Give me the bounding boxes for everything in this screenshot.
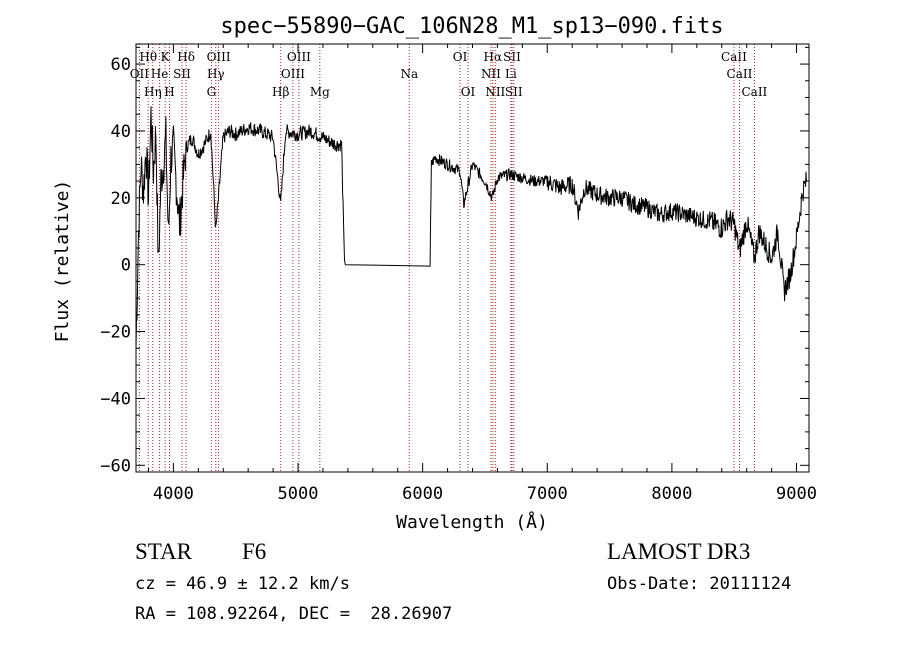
line-marker-label-17: CaII (727, 67, 753, 81)
x-tick-label-4: 8000 (651, 484, 692, 504)
axes: 4000 5000 6000 7000 8000 9000 −60 −40 −20 0 20 40 60 (100, 44, 817, 504)
line-marker-label-1: K (161, 50, 171, 64)
x-tick-label-0: 4000 (153, 484, 194, 504)
y-tick-label-0: −60 (100, 456, 131, 476)
line-marker-label-2: Hδ (177, 50, 195, 64)
line-marker-label-25: SII (505, 85, 523, 99)
survey-name: LAMOST DR3 (607, 539, 751, 564)
object-subclass: F6 (242, 539, 267, 564)
line-marker-label-16: Li (505, 67, 517, 81)
line-marker-label-5: OI (453, 50, 468, 64)
line-marker-label-7: SII (503, 50, 521, 64)
y-tick-label-2: −20 (100, 323, 131, 343)
sky-coordinates: RA = 108.92264, DEC = 28.26907 (135, 604, 453, 624)
y-tick-label-1: −40 (100, 389, 131, 409)
line-marker-label-22: Mg (310, 85, 330, 99)
plot-frame (135, 43, 810, 473)
y-tick-label-5: 40 (111, 122, 131, 142)
line-marker-label-19: H (164, 85, 174, 99)
line-marker-label-26: CaII (741, 85, 767, 99)
line-marker-label-13: OIII (281, 67, 305, 81)
line-marker-label-11: SII (173, 67, 191, 81)
x-tick-label-5: 9000 (776, 484, 817, 504)
line-marker-label-12: Hγ (207, 67, 225, 81)
line-marker-label-20: G (207, 85, 217, 99)
line-marker-label-3: OIII (207, 50, 231, 64)
line-marker-label-4: OIII (287, 50, 311, 64)
chart-title: spec−55890−GAC_106N28_M1_sp13−090.fits (220, 14, 723, 39)
line-marker-label-24: NII (485, 85, 505, 99)
line-marker-label-21: Hβ (272, 85, 289, 99)
x-tick-label-1: 5000 (278, 484, 319, 504)
x-axis-label: Wavelength (Å) (396, 511, 548, 533)
line-marker-label-15: NII (481, 67, 501, 81)
line-marker-label-0: Hθ (139, 50, 157, 64)
line-marker-label-23: OI (461, 85, 476, 99)
line-marker-label-8: CaII (721, 50, 747, 64)
object-class: STAR (135, 539, 192, 564)
line-marker-label-6: Hα (484, 50, 503, 64)
x-tick-label-2: 6000 (402, 484, 443, 504)
line-marker-label-10: He (151, 67, 169, 81)
series-group (135, 106, 807, 349)
redshift-velocity: cz = 46.9 ± 12.2 km/s (135, 574, 350, 594)
line-marker-label-14: Na (400, 67, 418, 81)
y-tick-label-4: 20 (111, 189, 131, 209)
line-marker-label-18: Hη (144, 85, 162, 99)
observation-date: Obs-Date: 20111124 (607, 574, 792, 594)
y-tick-label-3: 0 (121, 256, 131, 276)
y-tick-label-6: 60 (111, 55, 131, 75)
line-marker-label-9: OII (130, 67, 150, 81)
y-axis-label: Flux (relative) (52, 180, 73, 343)
series-line-0 (135, 106, 807, 349)
x-tick-label-3: 7000 (527, 484, 568, 504)
